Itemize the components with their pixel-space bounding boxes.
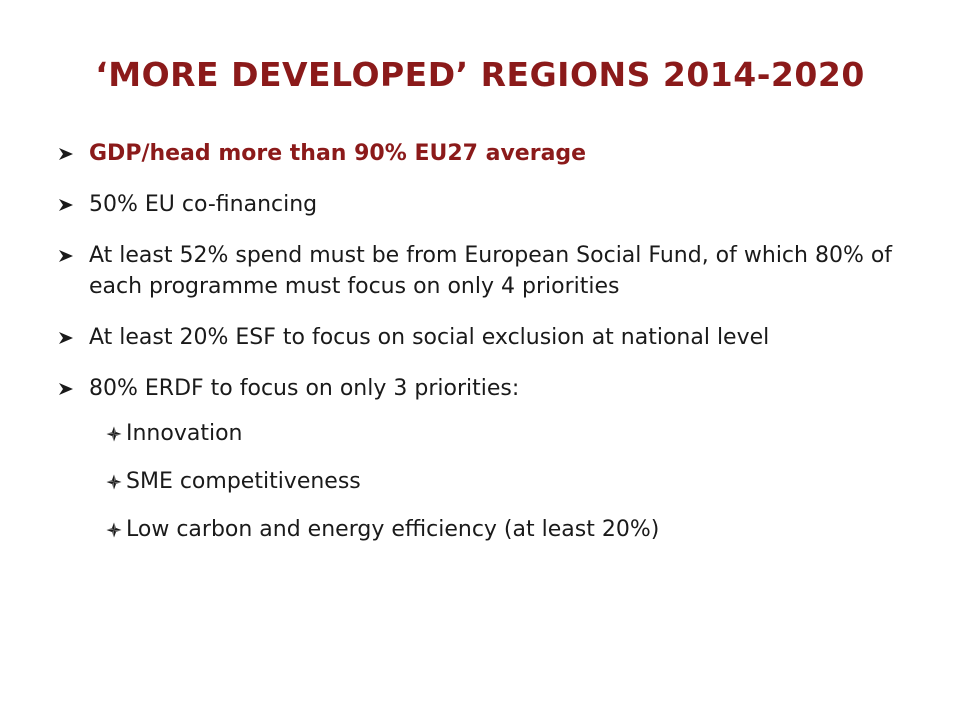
- bullet-list: GDP/head more than 90% EU27 average 50% …: [58, 138, 908, 562]
- diamond-bullet-icon: [106, 474, 122, 490]
- bullet-gdp-threshold: GDP/head more than 90% EU27 average: [58, 138, 908, 169]
- sub-bullet-text: Innovation: [126, 421, 243, 446]
- bullet-cofinancing: 50% EU co-financing: [58, 189, 908, 220]
- bullet-text: At least 52% spend must be from European…: [89, 243, 893, 299]
- sub-bullet-text: SME competitiveness: [126, 469, 361, 494]
- diamond-bullet-icon: [106, 522, 122, 538]
- sub-bullet-low-carbon: Low carbon and energy efficiency (at lea…: [106, 514, 908, 545]
- sub-bullet-sme: SME competitiveness: [106, 466, 908, 497]
- bullet-erdf-priorities: 80% ERDF to focus on only 3 priorities:: [58, 373, 908, 404]
- bullet-text: At least 20% ESF to focus on social excl…: [89, 325, 770, 350]
- arrow-bullet-icon: [59, 250, 73, 262]
- slide-title: ‘MORE DEVELOPED’ REGIONS 2014-2020: [95, 55, 865, 94]
- arrow-bullet-icon: [59, 199, 73, 211]
- bullet-text: 50% EU co-financing: [89, 192, 318, 217]
- arrow-bullet-icon: [59, 383, 73, 395]
- sub-bullet-list: Innovation SME competitiveness Low carbo…: [58, 418, 908, 545]
- bullet-text: GDP/head more than 90% EU27 average: [89, 141, 587, 166]
- sub-bullet-text: Low carbon and energy efficiency (at lea…: [126, 517, 660, 542]
- bullet-text: 80% ERDF to focus on only 3 priorities:: [89, 376, 520, 401]
- bullet-social-exclusion: At least 20% ESF to focus on social excl…: [58, 322, 908, 353]
- arrow-bullet-icon: [59, 148, 73, 160]
- arrow-bullet-icon: [59, 332, 73, 344]
- bullet-esf-spend: At least 52% spend must be from European…: [58, 240, 908, 302]
- diamond-bullet-icon: [106, 426, 122, 442]
- sub-bullet-innovation: Innovation: [106, 418, 908, 449]
